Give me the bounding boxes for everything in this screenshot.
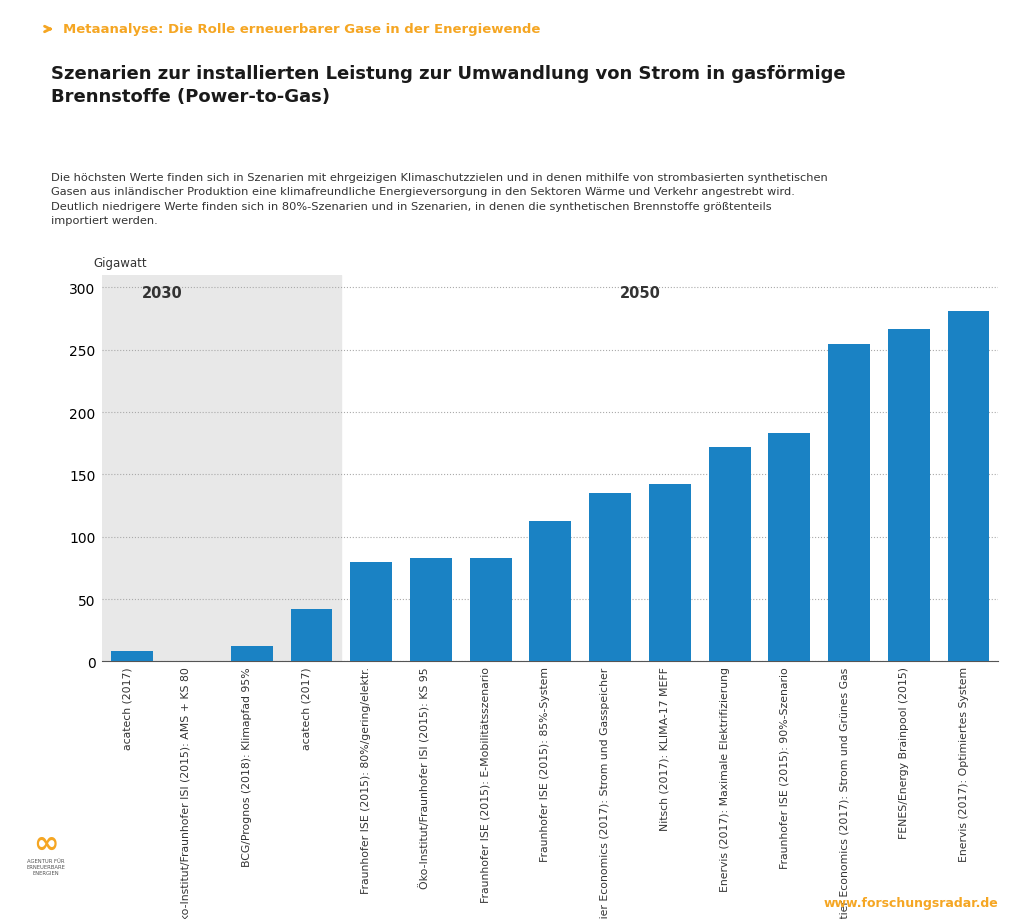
Text: ∞: ∞ xyxy=(34,829,58,858)
Text: Fraunhofer ISE (2015): 90%-Szenario: Fraunhofer ISE (2015): 90%-Szenario xyxy=(779,666,790,868)
Text: 2030: 2030 xyxy=(141,286,182,301)
Text: Fraunhofer ISE (2015): 85%-System: Fraunhofer ISE (2015): 85%-System xyxy=(541,666,551,861)
Bar xyxy=(947,312,989,662)
Bar xyxy=(649,485,691,662)
Bar xyxy=(768,434,810,662)
Bar xyxy=(888,329,930,662)
Text: AGENTUR FÜR
ERNEUERBARE
ENERGIEN: AGENTUR FÜR ERNEUERBARE ENERGIEN xyxy=(27,857,66,875)
Text: Die höchsten Werte finden sich in Szenarien mit ehrgeizigen Klimaschutzzielen un: Die höchsten Werte finden sich in Szenar… xyxy=(51,173,828,226)
Text: Öko-Institut/Fraunhofer ISI (2015): AMS + KS 80: Öko-Institut/Fraunhofer ISI (2015): AMS … xyxy=(180,666,193,919)
Bar xyxy=(709,448,751,662)
Text: Forschungsradar
Vergleichsgrafik: Forschungsradar Vergleichsgrafik xyxy=(10,361,29,448)
Text: BCG/Prognos (2018): Klimapfad 95%: BCG/Prognos (2018): Klimapfad 95% xyxy=(242,666,252,866)
Text: Nitsch (2017): KLIMA-17 MEFF: Nitsch (2017): KLIMA-17 MEFF xyxy=(659,666,670,831)
Text: Fraunhofer ISE (2015): E-Mobilitätsszenario: Fraunhofer ISE (2015): E-Mobilitätsszena… xyxy=(480,666,490,902)
Text: Frontier Economics (2017): Strom und Gasspeicher: Frontier Economics (2017): Strom und Gas… xyxy=(600,666,610,919)
Text: Frontier Economics (2017): Strom und Grünes Gas: Frontier Economics (2017): Strom und Grü… xyxy=(839,666,849,919)
Bar xyxy=(589,494,631,662)
Text: Enervis (2017): Maximale Elektrifizierung: Enervis (2017): Maximale Elektrifizierun… xyxy=(720,666,729,891)
Text: Fraunhofer ISE (2015): 80%/gering/elektr.: Fraunhofer ISE (2015): 80%/gering/elektr… xyxy=(361,666,372,893)
Text: www.forschungsradar.de: www.forschungsradar.de xyxy=(823,896,998,910)
Bar xyxy=(102,276,341,662)
Text: acatech (2017): acatech (2017) xyxy=(122,666,132,749)
Text: Öko-Institut/Fraunhofer ISI (2015): KS 95: Öko-Institut/Fraunhofer ISI (2015): KS 9… xyxy=(420,666,431,888)
Text: 2050: 2050 xyxy=(620,286,660,301)
Text: Gigawatt: Gigawatt xyxy=(93,256,147,269)
Bar xyxy=(828,345,870,662)
Bar xyxy=(230,647,272,662)
Bar xyxy=(529,521,571,662)
Text: Szenarien zur installierten Leistung zur Umwandlung von Strom in gasförmige
Bren: Szenarien zur installierten Leistung zur… xyxy=(51,64,846,106)
Text: FENES/Energy Brainpool (2015): FENES/Energy Brainpool (2015) xyxy=(899,666,909,838)
Bar xyxy=(470,559,512,662)
Bar xyxy=(112,652,154,662)
Bar xyxy=(350,562,392,662)
Text: acatech (2017): acatech (2017) xyxy=(301,666,311,749)
Text: Metaanalyse: Die Rolle erneuerbarer Gase in der Energiewende: Metaanalyse: Die Rolle erneuerbarer Gase… xyxy=(62,24,540,37)
Bar xyxy=(291,609,333,662)
Bar xyxy=(410,559,452,662)
Text: Enervis (2017): Optimiertes System: Enervis (2017): Optimiertes System xyxy=(958,666,969,861)
